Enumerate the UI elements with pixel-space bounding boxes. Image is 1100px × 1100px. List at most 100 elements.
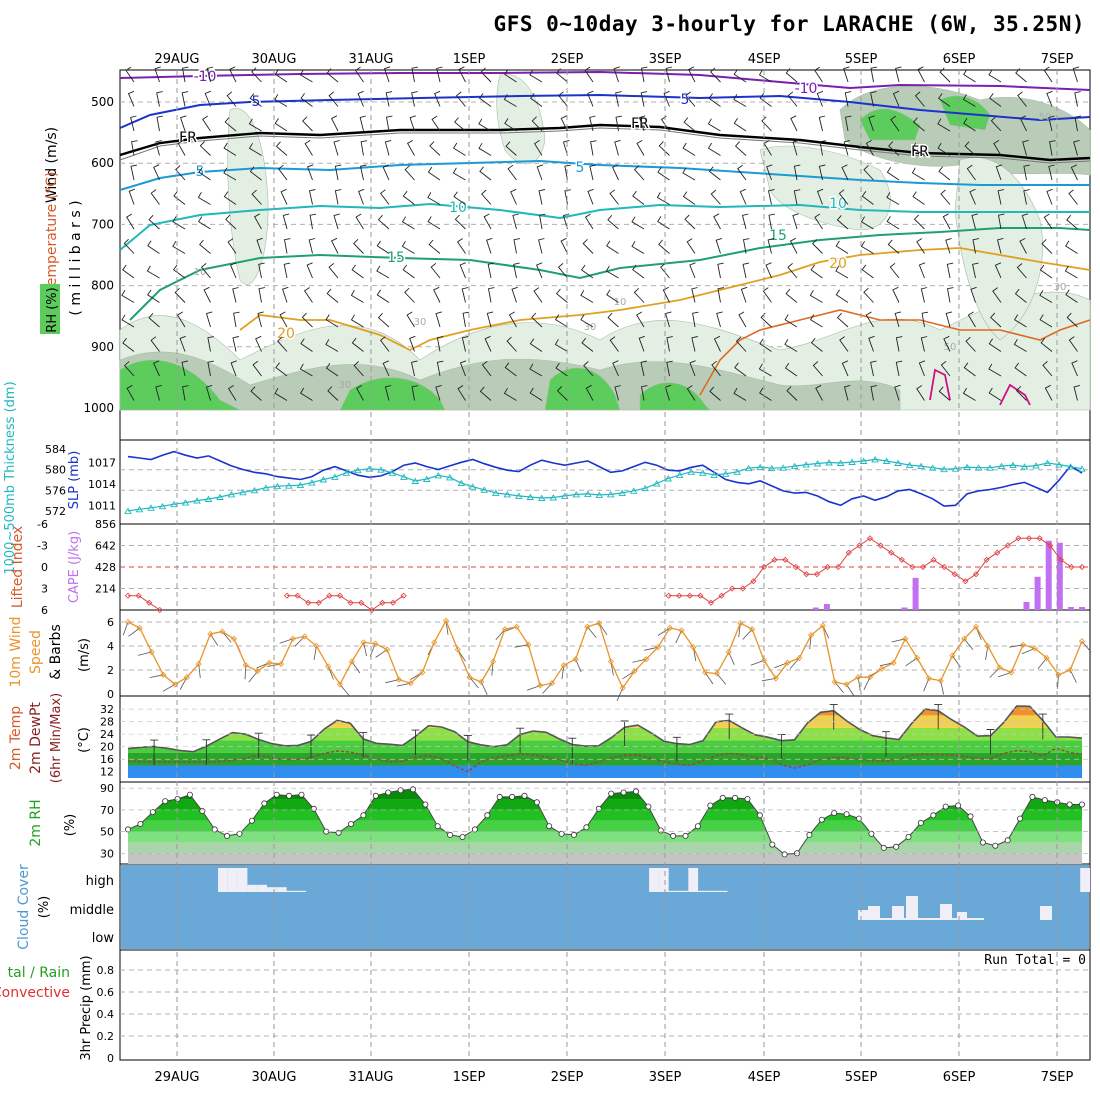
wind-speed-point (914, 654, 921, 662)
wind-barb (657, 216, 670, 230)
rh-contour-label: 50 (1039, 112, 1052, 123)
rh-contour-label: 10 (194, 267, 207, 278)
li-point (962, 578, 969, 585)
wind-barb (890, 115, 900, 132)
rh-point (756, 812, 763, 819)
rh-point (397, 787, 404, 794)
wind-barb (894, 311, 902, 328)
li-line (287, 595, 404, 611)
rh-point (856, 815, 863, 822)
wind-speed-point (843, 681, 850, 688)
wind-barb (353, 361, 364, 377)
thickness-point (756, 463, 764, 471)
cloud-level-label: low (92, 931, 115, 946)
li-tick-label: 0 (41, 561, 48, 574)
thickness-point (733, 468, 741, 475)
wind-speed-point (690, 644, 697, 651)
wind-barb (130, 115, 137, 132)
li-point (898, 556, 905, 563)
temp-contour-label: FR (631, 116, 649, 132)
wind-barb (229, 66, 237, 83)
rh-point (657, 827, 664, 834)
wind-barb (888, 141, 900, 156)
pressure-tick-label: 600 (91, 156, 114, 170)
rh-point (942, 803, 949, 810)
wind-barb (359, 164, 367, 181)
minmax-bar (829, 703, 838, 730)
wind-barb (1074, 115, 1081, 132)
rh-point (694, 823, 701, 830)
wind-barb (691, 287, 698, 303)
rh-point (781, 851, 788, 858)
temp-contour-label: FR (179, 130, 197, 146)
top-date-label: 4SEP (748, 52, 781, 67)
wind-barb (615, 115, 622, 132)
ylabel-wind-unit: (m/s) (77, 638, 92, 672)
wind-barb (818, 164, 826, 181)
rh-point (818, 816, 825, 823)
wind-barb (279, 311, 288, 328)
wind-barb (356, 385, 364, 401)
wind-barb (589, 164, 596, 181)
wind-barb (172, 264, 186, 279)
li-point (400, 592, 407, 599)
wind-barb (1039, 264, 1053, 279)
wind-speed-point (148, 648, 155, 656)
wind-speed-point (360, 639, 367, 646)
rh-point (273, 791, 280, 798)
wind-barb (920, 336, 928, 352)
wind-barb (513, 262, 520, 279)
wind-barb (809, 314, 823, 328)
rh-point (831, 810, 838, 817)
wind-speed-point (713, 670, 720, 677)
top-date-label: 1SEP (453, 52, 486, 67)
rh-point (955, 802, 962, 809)
wind-barb (613, 66, 620, 83)
ylabel-cloud-cover: Cloud Cover (16, 864, 32, 950)
minmax-bar (672, 736, 681, 763)
ylabel-rh: RH (%) (45, 287, 60, 332)
wind-barb (609, 336, 619, 352)
wind-barb (172, 216, 186, 230)
thickness-point (1066, 463, 1075, 470)
wind-barb (359, 115, 367, 132)
wind-barb (126, 213, 135, 230)
wind-barb (512, 213, 519, 230)
wind-barb (728, 651, 735, 665)
wind-speed-point (442, 617, 450, 624)
high-cloud-bar (227, 868, 238, 892)
wind-speed-point (537, 682, 544, 689)
wind-barb (224, 117, 237, 132)
thickness-tick-label: 576 (45, 484, 66, 497)
wind-barb (300, 93, 313, 107)
wind-speed-point (336, 681, 344, 688)
wind-barb (963, 118, 976, 132)
wind-barb (916, 238, 925, 254)
wind-barb (206, 66, 214, 83)
wind-barb (711, 360, 721, 377)
wind-barb (480, 681, 488, 695)
precip-tick-label: 0 (107, 1052, 114, 1065)
wind-barb (282, 286, 289, 303)
li-point (1036, 535, 1043, 542)
thickness-point (698, 469, 707, 476)
wind-barb (176, 311, 186, 328)
wind-speed-point (207, 630, 214, 638)
wind-barb (1019, 238, 1027, 254)
wind-speed-point (937, 677, 944, 684)
minmax-bar (254, 732, 263, 759)
cape-bar (901, 607, 908, 610)
wind-barb (988, 387, 1002, 401)
wind-barb (202, 115, 211, 132)
wind-barb (257, 311, 264, 328)
thickness-point (595, 491, 604, 498)
high-cloud-bar (286, 890, 297, 892)
wind-barb (127, 90, 135, 107)
wind-barb (481, 189, 492, 205)
wind-barb (123, 361, 135, 377)
wind-barb (707, 142, 721, 156)
wind-barb (122, 264, 135, 279)
thickness-point (813, 460, 822, 467)
thickness-point (1078, 465, 1086, 472)
